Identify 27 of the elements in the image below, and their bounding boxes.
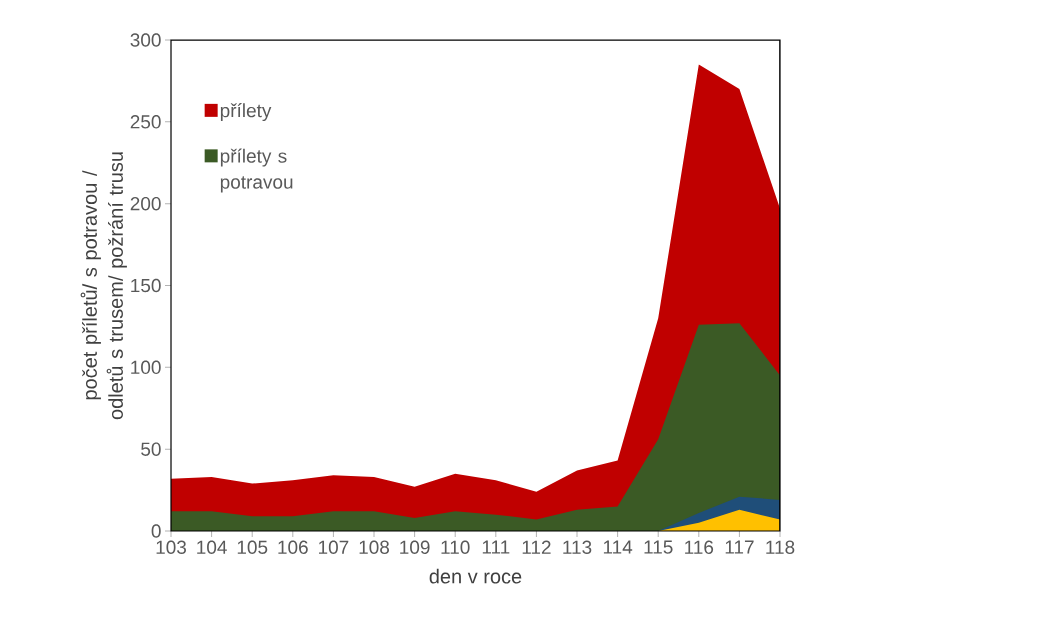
- y-tick-label: 0: [151, 524, 161, 538]
- x-tick-label: 116: [685, 540, 714, 554]
- x-axis-title: den v roce: [429, 568, 522, 584]
- x-tick-label: 117: [725, 540, 754, 554]
- x-tick-label: 111: [482, 540, 510, 554]
- x-tick-label: 109: [400, 540, 430, 554]
- legend-label: přílety s potravou: [220, 148, 293, 193]
- y-axis-title: počet příletů/ s potravou / odletů s trusem/ požrání trusu: [80, 152, 127, 420]
- y-tick-label: 300: [130, 33, 161, 47]
- legend-label: přílety: [220, 103, 272, 122]
- x-tick-label: 110: [441, 540, 470, 554]
- y-tick-label: 250: [130, 115, 161, 129]
- x-tick-label: 114: [603, 540, 633, 554]
- x-tick-label: 113: [563, 540, 592, 554]
- x-tick-label: 104: [197, 540, 227, 554]
- y-tick-label: 150: [131, 278, 161, 293]
- x-tick-label: 115: [644, 540, 673, 554]
- x-tick-label: 112: [522, 540, 551, 554]
- x-tick-label: 118: [766, 540, 795, 554]
- x-tick-label: 108: [359, 540, 390, 554]
- y-tick-label: 50: [141, 442, 161, 456]
- x-tick-label: 105: [237, 540, 268, 554]
- x-tick-label: 106: [278, 540, 308, 554]
- x-tick-label: 107: [319, 540, 349, 554]
- x-tick-label: 103: [156, 540, 187, 554]
- y-tick-label: 100: [131, 360, 161, 375]
- y-tick-label: 200: [130, 196, 161, 211]
